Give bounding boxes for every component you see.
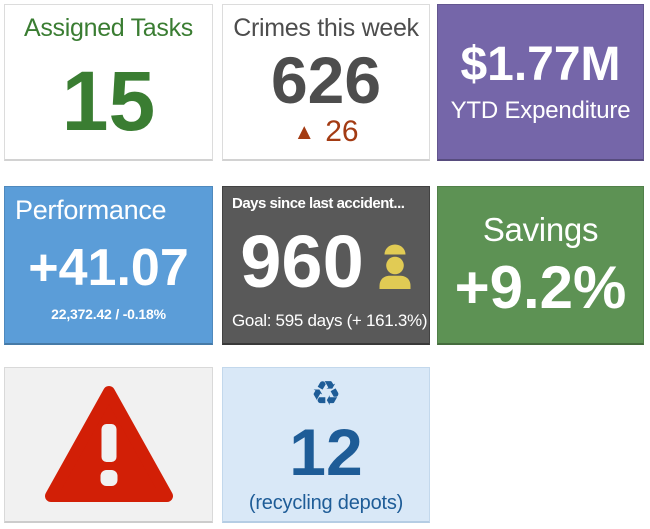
tile-crimes-this-week: Crimes this week 626 ▲ 26	[222, 4, 430, 161]
crimes-delta: ▲ 26	[223, 117, 429, 147]
crimes-title: Crimes this week	[233, 14, 419, 42]
performance-detail: 22,372.42 / -0.18%	[51, 305, 166, 322]
tile-days-since-accident: Days since last accident... 960 Goal: 59…	[222, 186, 430, 345]
assigned-tasks-title: Assigned Tasks	[23, 14, 194, 42]
performance-title: Performance	[15, 195, 167, 225]
tile-recycling-depots: ♻ 12 (recycling depots)	[222, 367, 430, 523]
delta-up-icon: ▲	[293, 119, 316, 144]
accident-value: 960	[240, 219, 364, 303]
tile-savings: Savings +9.2%	[437, 186, 644, 345]
expenditure-label: YTD Expenditure	[450, 97, 631, 125]
warning-icon	[44, 385, 173, 502]
expenditure-value: $1.77M	[460, 37, 621, 91]
recycle-icon: ♻	[310, 375, 342, 413]
savings-title: Savings	[482, 211, 599, 249]
accident-goal: Goal: 595 days (+ 161.3%)	[232, 311, 428, 330]
accident-title: Days since last accident...	[232, 195, 405, 212]
tile-performance: Performance +41.07 22,372.42 / -0.18%	[4, 186, 213, 345]
tile-ytd-expenditure: $1.77M YTD Expenditure	[437, 4, 644, 161]
assigned-tasks-value: 15	[61, 54, 156, 148]
crimes-delta-value: 26	[325, 115, 359, 148]
performance-value: +41.07	[28, 238, 189, 297]
recycling-value: 12	[289, 414, 363, 489]
savings-value: +9.2%	[454, 253, 627, 321]
tile-warning	[4, 367, 213, 523]
worker-icon	[379, 244, 411, 289]
recycling-label: (recycling depots)	[248, 492, 404, 514]
crimes-value: 626	[270, 43, 382, 117]
tile-assigned-tasks: Assigned Tasks 15	[4, 4, 213, 161]
